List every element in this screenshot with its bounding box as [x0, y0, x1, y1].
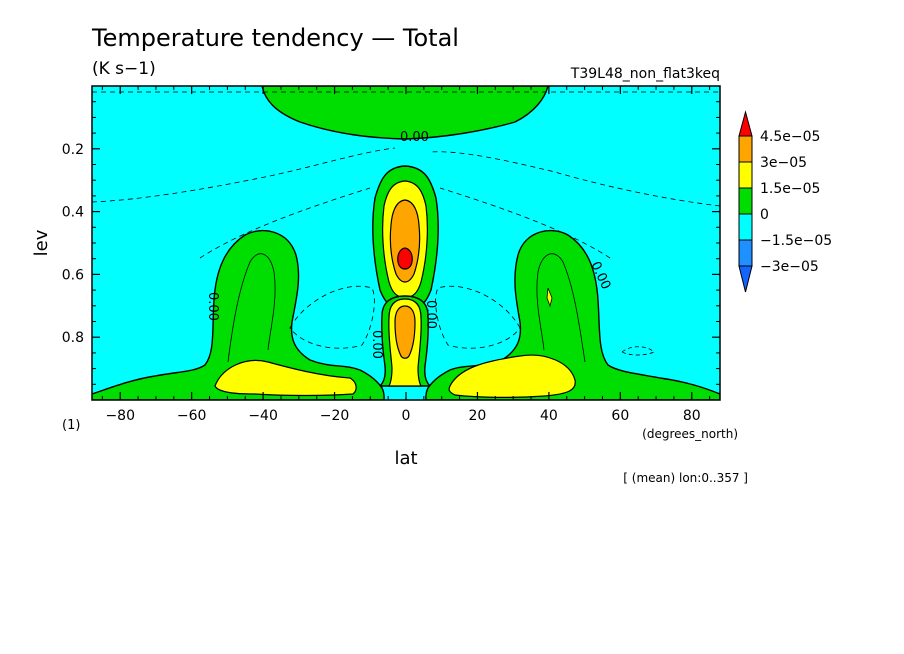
south-negative-contour-inner — [289, 285, 375, 349]
north-negative-contour-upper — [429, 151, 720, 207]
run-name: T39L48_non_flat3keq — [570, 66, 720, 82]
chart-units: (K s−1) — [92, 59, 156, 79]
y-axis-units: (1) — [62, 418, 80, 433]
colorbar-swatch — [738, 161, 753, 189]
equatorial-upper-orange — [389, 199, 421, 283]
colorbar-swatch — [738, 213, 753, 241]
x-tick-label: −80 — [105, 408, 135, 424]
north-negative-contour-mid — [439, 187, 611, 259]
x-tick-label: −60 — [177, 408, 207, 424]
colorbar-low-arrow — [738, 265, 753, 293]
south-midlat-green — [92, 229, 385, 400]
north-small-yellow-spot — [546, 287, 553, 308]
colorbar-swatch — [738, 135, 753, 163]
colorbar: 4.5e−05 3e−05 1.5e−05 0 −1.5e−05 −3e−05 — [738, 110, 832, 293]
y-tick-label: 0.4 — [62, 205, 84, 221]
x-tick-label: −40 — [248, 408, 278, 424]
y-tick-label: 0.8 — [62, 330, 84, 346]
equatorial-red-core — [397, 247, 413, 270]
colorbar-swatch — [738, 239, 753, 267]
north-small-negative-contour — [621, 346, 655, 356]
south-negative-contour-mid — [199, 187, 371, 259]
equatorial-lower-orange — [394, 305, 416, 359]
contour-field — [92, 86, 720, 400]
colorbar-label: 4.5e−05 — [760, 129, 820, 145]
axis-ticks: −80 −60 −40 −20 0 20 40 60 80 0.2 0.4 0.6 0.8 — [62, 86, 720, 424]
y-tick-label: 0.2 — [62, 142, 84, 158]
contour-label-eq-right: 0.00 — [423, 300, 438, 329]
colorbar-swatch — [738, 187, 753, 215]
x-tick-label: 20 — [469, 408, 487, 424]
x-tick-label: 60 — [611, 408, 629, 424]
contour-label-eq-left: 0.00 — [369, 330, 384, 359]
mean-note: [ (mean) lon:0..357 ] — [623, 471, 748, 485]
north-surface-yellow — [448, 354, 576, 398]
contour-label-top: 0.00 — [400, 130, 429, 145]
x-axis-label: lat — [394, 448, 417, 469]
y-tick-label: 0.6 — [62, 267, 84, 283]
north-negative-contour-inner — [435, 285, 521, 349]
y-axis-label: lev — [31, 229, 52, 256]
x-axis-units: (degrees_north) — [642, 427, 738, 441]
chart-title: Temperature tendency — Total — [91, 24, 459, 52]
north-midlat-green — [425, 229, 720, 400]
north-inner-contour — [536, 253, 586, 363]
south-surface-yellow — [214, 359, 357, 397]
colorbar-label: −1.5e−05 — [760, 233, 832, 249]
colorbar-high-arrow — [738, 110, 753, 137]
south-inner-contour — [227, 253, 276, 363]
x-tick-label: 40 — [540, 408, 558, 424]
colorbar-label: −3e−05 — [760, 259, 819, 275]
contour-label-south: 0.00 — [205, 292, 220, 321]
colorbar-label: 3e−05 — [760, 155, 807, 171]
colorbar-label: 0 — [760, 207, 769, 223]
x-tick-label: −20 — [320, 408, 350, 424]
x-tick-label: 80 — [683, 408, 701, 424]
upper-green-cap — [261, 86, 549, 140]
colorbar-label: 1.5e−05 — [760, 181, 820, 197]
x-tick-label: 0 — [402, 408, 411, 424]
